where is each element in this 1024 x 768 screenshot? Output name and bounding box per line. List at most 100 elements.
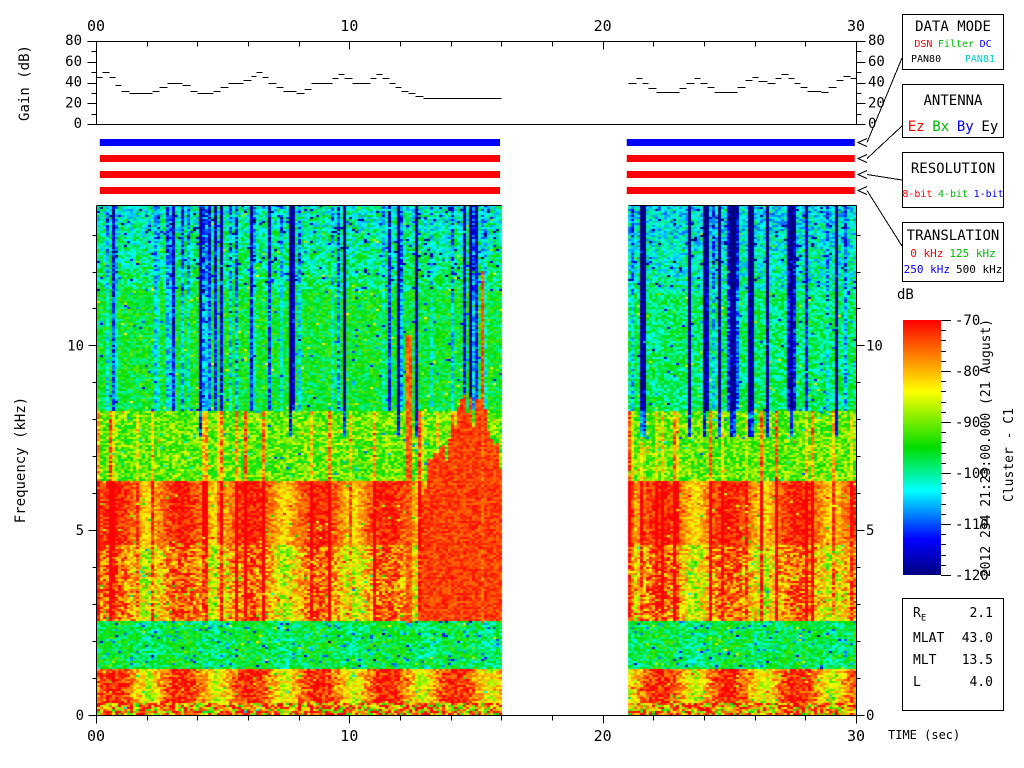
legend-row: DSN Filter DC [903,39,1003,50]
top-time-tick-label: 30 [847,17,865,35]
colorbar-tick-label: -110 [955,517,989,533]
bottom-time-tick-label: 10 [340,727,358,745]
legend-item-ey: Ey [981,119,999,135]
resolution-items: 8-bit 4-bit 1-bit [902,189,1004,200]
legend-item-bx: Bx [932,119,950,135]
colorbar-unit-label: dB [897,287,914,303]
translation-legend: TRANSLATION 0 kHz 125 kHz 250 kHz 500 kHz [902,222,1004,282]
frequency-axis-label: Frequency (kHz) [13,396,29,524]
legend-row: 0 kHz 125 kHz [903,247,1003,260]
antenna-title: ANTENNA [923,93,983,109]
data-mode-title: DATA MODE [915,19,991,35]
gain-tick-label-right: 80 [868,33,885,49]
legend-item-dc: DC [979,39,992,50]
legend-row: PAN80 PAN81 [903,54,1003,65]
legend-item-dsn: DSN [914,39,933,50]
status-bar-translation-bar-seg1 [99,187,501,194]
arrow-left-icon [856,170,868,179]
spectrogram-canvas [97,205,856,715]
freq-tick-label-left: 5 [76,523,84,539]
ephemeris-row: MLT 13.5 [903,653,1003,668]
status-bar-antenna-bar-seg1 [99,155,501,162]
ephemeris-label: MLAT [913,630,945,646]
ephemeris-row: L 4.0 [903,675,1003,690]
gain-tick-label-right: 20 [868,95,885,111]
legend-row: 8-bit 4-bit 1-bit [902,189,1004,200]
legend-item-250-khz: 250 kHz [903,263,950,276]
top-time-tick-label: 10 [340,17,358,35]
colorbar-tick-label: -120 [955,568,989,584]
antenna-items: Ez Bx By Ey [903,119,1003,135]
data-mode-items: DSN Filter DC PAN80 PAN81 [903,39,1003,65]
gain-tick-label-right: 40 [868,75,885,91]
connector-line [866,57,903,143]
legend-item-ez: Ez [907,119,925,135]
top-time-tick-label: 00 [87,17,105,35]
resolution-title: RESOLUTION [910,161,996,177]
bottom-time-tick-label: 20 [594,727,612,745]
ephemeris-value: 13.5 [961,652,993,668]
bottom-time-tick-label: 00 [87,727,105,745]
legend-item-pan80: PAN80 [911,54,942,65]
status-bar-antenna-bar-seg2 [626,155,855,162]
ephemeris-label: RE [913,606,927,624]
gain-tick-label-left: 20 [65,95,82,111]
ephemeris-row: RE 2.1 [903,606,1003,624]
colorbar-tick-label: -90 [955,415,980,431]
connector-line [866,174,903,181]
status-bar-translation-bar-seg2 [626,187,855,194]
colorbar-tick-label: -80 [955,364,980,380]
data-mode-legend: DATA MODE DSN Filter DC PAN80 PAN81 [902,14,1004,70]
arrow-left-icon [856,154,868,163]
freq-tick-label-right: 5 [866,523,874,539]
freq-tick-label-right: 0 [866,708,874,724]
ephemeris-box: RE 2.1 MLAT 43.0 MLT 13.5 L 4.0 [902,598,1004,711]
ephemeris-label: MLT [913,652,937,668]
gain-tick-label-left: 60 [65,54,82,70]
status-bar-resolution-bar-seg2 [626,171,855,178]
status-bar-data-mode-bar-seg2 [626,139,855,146]
freq-tick-label-right: 10 [866,338,883,354]
legend-item-125-khz: 125 kHz [949,247,996,260]
ephemeris-label: L [913,674,921,690]
ephemeris-value: 2.1 [969,606,993,621]
arrow-left-icon [856,186,868,195]
freq-tick-label-left: 10 [67,338,84,354]
top-time-tick-label: 20 [594,17,612,35]
connector-line [866,125,903,159]
ephemeris-row: MLAT 43.0 [903,631,1003,646]
ephemeris-value: 43.0 [961,630,993,646]
resolution-legend: RESOLUTION 8-bit 4-bit 1-bit [902,152,1004,208]
legend-item-4-bit: 4-bit [937,189,969,200]
ephemeris-value: 4.0 [969,674,993,690]
status-bar-resolution-bar-seg1 [99,171,501,178]
translation-items: 0 kHz 125 kHz 250 kHz 500 kHz [903,247,1003,276]
spacecraft-label: Cluster - C1 [1002,408,1017,502]
colorbar-gradient [903,320,941,575]
colorbar-tick-label: -70 [955,313,980,329]
legend-item-1-bit: 1-bit [973,189,1004,200]
bottom-time-tick-label: 30 [847,727,865,745]
status-bar-data-mode-bar-seg1 [99,139,501,146]
time-axis-label: TIME (sec) [888,728,961,742]
arrow-left-icon [856,138,868,147]
gain-tick-label-left: 40 [65,75,82,91]
legend-item-by: By [956,119,974,135]
translation-title: TRANSLATION [906,228,1000,244]
gain-tick-label-right: 60 [868,54,885,70]
legend-item-0-khz: 0 kHz [910,247,944,260]
legend-item-8-bit: 8-bit [902,189,933,200]
connector-line [866,190,903,247]
gain-tick-label-right: 0 [868,116,876,132]
freq-tick-label-left: 0 [76,708,84,724]
legend-item-pan81: PAN81 [964,54,995,65]
legend-row: 250 kHz 500 kHz [903,263,1003,276]
gain-tick-label-left: 80 [65,33,82,49]
gain-axis-label: Gain (dB) [17,45,33,121]
colorbar-tick-label: -100 [955,466,989,482]
legend-item-filter: Filter [937,39,975,50]
datetime-label: 2012 234 21:23:00.000 (21 August) [979,318,994,578]
legend-row: Ez Bx By Ey [903,119,1003,135]
